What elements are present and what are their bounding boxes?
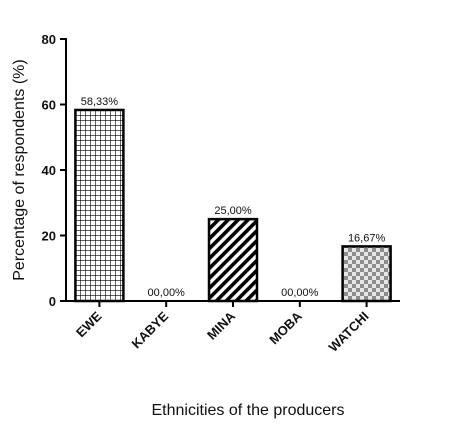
- data-labels: 58,33% 00,00% 25,00% 00,00% 16,67%: [81, 96, 386, 299]
- y-tick-label: 20: [42, 229, 56, 244]
- data-label-kabye: 00,00%: [148, 287, 186, 299]
- data-label-ewe: 58,33%: [81, 96, 119, 108]
- data-label-moba: 00,00%: [281, 287, 319, 299]
- y-tick-label: 80: [42, 32, 56, 47]
- y-tick-label: 40: [42, 163, 56, 178]
- y-tick-label: 60: [42, 98, 56, 113]
- y-tick-label: 0: [49, 294, 56, 309]
- data-label-watchi: 16,67%: [348, 232, 386, 244]
- x-axis-title: Ethnicities of the producers: [152, 402, 345, 419]
- x-tick-label-mina: MINA: [204, 308, 239, 343]
- x-axis: EWE KABYE MINA MOBA WATCHI: [66, 300, 400, 355]
- x-tick-label-moba: MOBA: [266, 308, 305, 347]
- data-label-mina: 25,00%: [214, 205, 252, 217]
- x-tick-label-kabye: KABYE: [129, 308, 172, 351]
- bar-mina: [207, 217, 259, 303]
- y-axis: 0 20 40 60 80: [42, 32, 67, 309]
- x-tick-label-ewe: EWE: [73, 308, 105, 340]
- bar-watchi: [341, 245, 392, 303]
- bar-ewe: [74, 108, 125, 303]
- x-tick-label-watchi: WATCHI: [326, 309, 372, 355]
- y-axis-title: Percentage of respondents (%): [11, 59, 28, 280]
